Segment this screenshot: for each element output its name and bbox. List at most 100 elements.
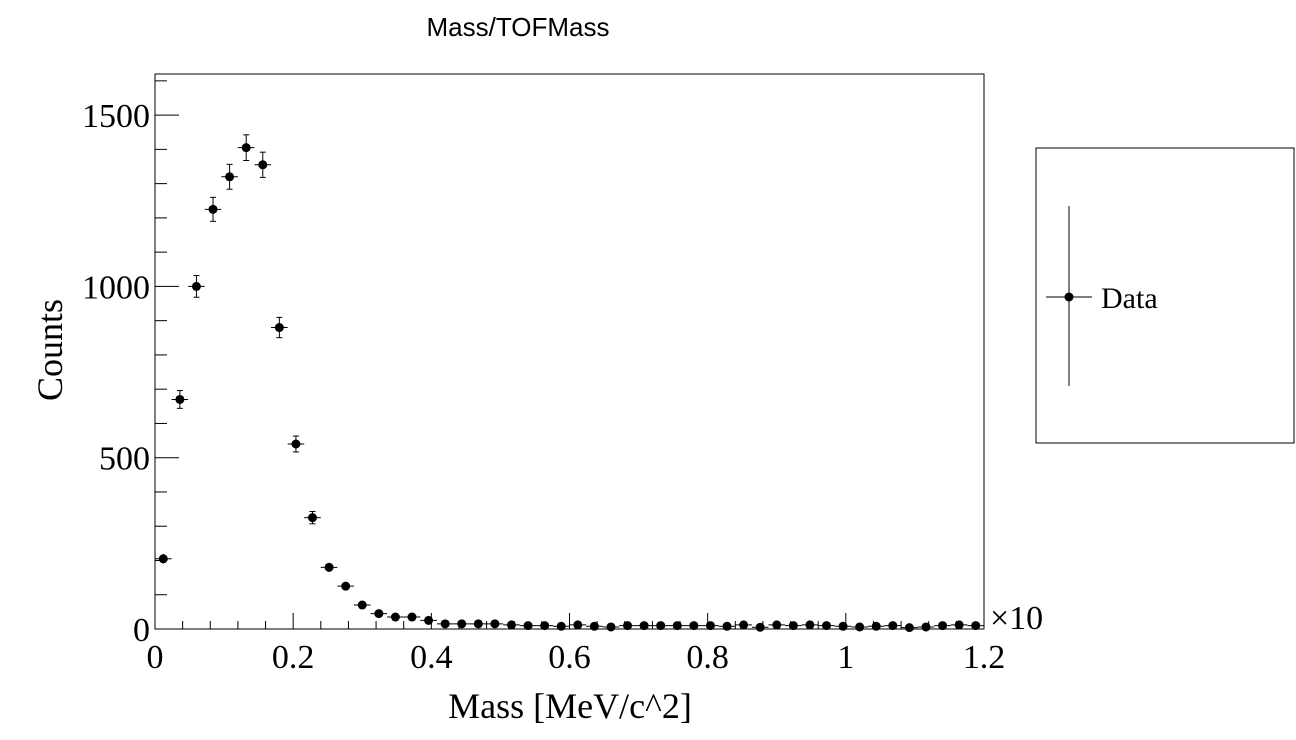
data-point [221, 163, 238, 190]
data-marker [573, 620, 583, 630]
data-marker [871, 621, 881, 631]
data-point [818, 621, 835, 631]
data-marker [788, 621, 798, 631]
data-marker [606, 622, 616, 632]
data-marker [938, 621, 948, 631]
data-marker [258, 160, 268, 170]
data-point [237, 134, 255, 161]
y-tick-label: 500 [99, 441, 150, 478]
data-marker [191, 281, 201, 291]
x-tick-label: 0.8 [686, 639, 729, 676]
data-point [503, 620, 520, 630]
data-point [403, 612, 421, 622]
x-tick-label: 1 [837, 639, 854, 676]
data-point [353, 600, 371, 610]
data-point [569, 620, 587, 630]
data-marker [772, 620, 782, 630]
x-tick-label: 0 [147, 639, 164, 676]
data-marker [308, 513, 318, 523]
data-point [519, 621, 537, 631]
data-point [867, 621, 885, 631]
data-point [254, 151, 272, 178]
data-point [271, 316, 288, 339]
data-marker [821, 621, 831, 631]
data-series [155, 134, 984, 633]
data-point [801, 620, 819, 630]
data-marker [971, 621, 981, 631]
data-point [436, 619, 454, 629]
data-point [668, 621, 686, 631]
data-point [967, 621, 984, 631]
data-point [486, 619, 504, 629]
legend-marker [1064, 292, 1074, 302]
data-point [884, 621, 902, 631]
data-marker [291, 439, 301, 449]
x-tick-label: 0.2 [272, 639, 315, 676]
legend: Data [1035, 147, 1295, 444]
data-point [420, 615, 437, 625]
data-point [901, 623, 918, 633]
data-point [652, 621, 669, 631]
y-axis-label: Counts [30, 299, 70, 401]
data-marker [589, 621, 599, 631]
data-marker [158, 554, 168, 564]
y-tick-label: 1000 [82, 269, 150, 306]
data-marker [921, 622, 931, 632]
data-marker [357, 600, 367, 610]
data-marker [656, 621, 666, 631]
data-point [320, 562, 338, 572]
data-marker [540, 621, 550, 631]
chart-title: Mass/TOFMass [427, 12, 610, 42]
data-point [851, 622, 868, 632]
data-point [685, 621, 703, 631]
data-marker [722, 621, 732, 631]
data-point [917, 622, 935, 632]
y-tick-label: 1500 [82, 98, 150, 135]
data-marker [407, 612, 417, 622]
data-point [304, 510, 321, 525]
data-marker [374, 609, 384, 619]
data-point [619, 621, 636, 631]
data-point [834, 621, 852, 631]
data-marker [639, 621, 649, 631]
data-marker [424, 615, 434, 625]
data-marker [623, 621, 633, 631]
data-marker [241, 143, 251, 153]
data-point [751, 622, 769, 632]
data-marker [556, 621, 566, 631]
data-point [635, 621, 653, 631]
data-point [370, 609, 388, 619]
data-point [785, 621, 802, 631]
plot-frame [154, 73, 985, 630]
data-point [453, 619, 471, 629]
data-marker [274, 323, 284, 333]
data-point [586, 621, 603, 631]
data-marker [855, 622, 865, 632]
data-marker [390, 612, 400, 622]
x-tick-label: 0.6 [548, 639, 591, 676]
data-marker [208, 204, 218, 214]
data-point [287, 435, 305, 453]
data-marker [523, 621, 533, 631]
data-marker [457, 619, 467, 629]
y-tick-label: 0 [133, 612, 150, 649]
data-marker [473, 619, 483, 629]
data-point [552, 621, 570, 631]
data-point [536, 621, 553, 631]
data-point [602, 622, 620, 632]
data-marker [888, 621, 898, 631]
data-marker [904, 623, 914, 633]
data-marker [705, 621, 715, 631]
data-point [718, 621, 736, 631]
data-point [950, 620, 968, 630]
data-point [768, 620, 786, 630]
x-tick-label: 0.4 [410, 639, 453, 676]
data-marker [689, 621, 699, 631]
data-point [337, 581, 354, 591]
legend-box [1035, 147, 1295, 444]
data-point [387, 612, 404, 622]
data-marker [672, 621, 682, 631]
data-marker [225, 172, 235, 182]
data-marker [490, 619, 500, 629]
